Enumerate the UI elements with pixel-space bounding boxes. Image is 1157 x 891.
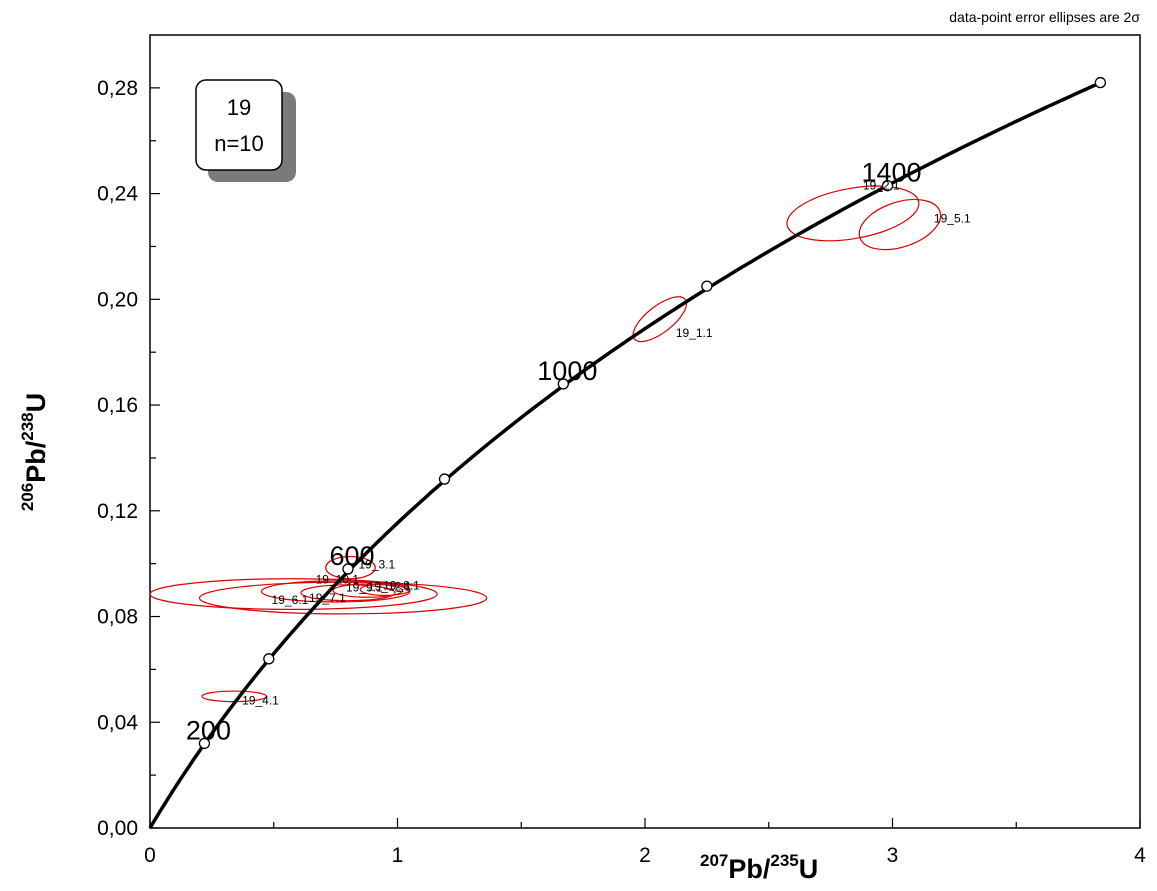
legend-box xyxy=(195,79,283,171)
ellipse-label: 19_7.1 xyxy=(309,591,346,605)
x-tick-label: 2 xyxy=(639,844,651,867)
age-label: 1000 xyxy=(537,356,597,386)
y-tick-label: 0,00 xyxy=(97,817,138,840)
legend-sample-count: n=10 xyxy=(214,131,264,156)
error-ellipse xyxy=(149,578,438,610)
ellipse-labels: 19_2.1 19_5.1 19_1.1 19_3.1 19_6.1 19_7.1 19_1… xyxy=(242,178,971,707)
concordia-curve xyxy=(148,81,1100,829)
ellipse-label: 19_1.1 xyxy=(676,326,713,340)
ellipse-label: 19_2.1 xyxy=(863,178,900,192)
age-marker xyxy=(198,737,211,750)
x-tick-label: 1 xyxy=(392,844,404,867)
age-marker xyxy=(701,280,713,292)
legend-sample-id: 19 xyxy=(227,95,251,120)
error-ellipse xyxy=(332,583,404,598)
y-tick-label: 0,04 xyxy=(97,711,138,734)
x-axis-title: 207Pb/235U xyxy=(700,851,818,884)
error-ellipse xyxy=(198,581,488,615)
y-axis-title: 206Pb/238U xyxy=(18,393,51,511)
error-ellipse-note: data-point error ellipses are 2σ xyxy=(949,9,1140,25)
ellipse-label: 19_6.1 xyxy=(272,593,309,607)
axis-ticks xyxy=(149,87,1141,829)
axis-tick-labels: 0 1 2 3 4 0,00 0,04 0,08 0,12 0,16 0,20 0,24 0,28 xyxy=(97,77,1146,867)
y-tick-label: 0,20 xyxy=(97,288,138,311)
age-label: 1400 xyxy=(862,158,922,188)
ellipse-label: 19_12.1 xyxy=(368,580,412,594)
concordia-age-markers: 200 600 1000 1400 xyxy=(186,76,1107,750)
age-marker xyxy=(557,378,569,390)
y-tick-label: 0,28 xyxy=(97,77,138,100)
age-marker xyxy=(438,473,451,485)
age-marker xyxy=(881,180,894,192)
age-label: 200 xyxy=(186,715,231,745)
error-ellipses xyxy=(149,185,942,703)
age-marker xyxy=(263,653,275,665)
error-ellipse xyxy=(786,185,920,242)
x-tick-label: 0 xyxy=(144,844,156,867)
ellipse-label: 19_3.1 xyxy=(358,558,395,572)
error-ellipse xyxy=(858,198,942,251)
error-ellipse xyxy=(632,296,688,343)
y-tick-label: 0,08 xyxy=(97,606,138,629)
error-ellipse xyxy=(359,583,411,596)
plot-frame xyxy=(149,34,1141,829)
ellipse-label: 19_10.1 xyxy=(316,572,360,586)
ellipse-label: 19_4.1 xyxy=(242,693,279,707)
y-tick-label: 0,12 xyxy=(97,500,138,523)
y-tick-label: 0,24 xyxy=(97,183,138,206)
age-label: 600 xyxy=(329,541,374,571)
y-tick-label: 0,16 xyxy=(97,394,138,417)
ellipse-label: 19_8.1 xyxy=(383,579,420,593)
ellipse-label: 19_9.1 xyxy=(346,581,383,595)
x-tick-label: 3 xyxy=(887,844,899,867)
error-ellipse xyxy=(325,555,376,580)
x-tick-label: 4 xyxy=(1134,844,1146,867)
ellipse-label: 19_5.1 xyxy=(934,212,971,226)
age-marker xyxy=(342,563,354,575)
error-ellipse xyxy=(260,580,411,603)
sample-legend-box: 19 n=10 xyxy=(195,79,296,182)
age-marker xyxy=(1094,76,1107,89)
